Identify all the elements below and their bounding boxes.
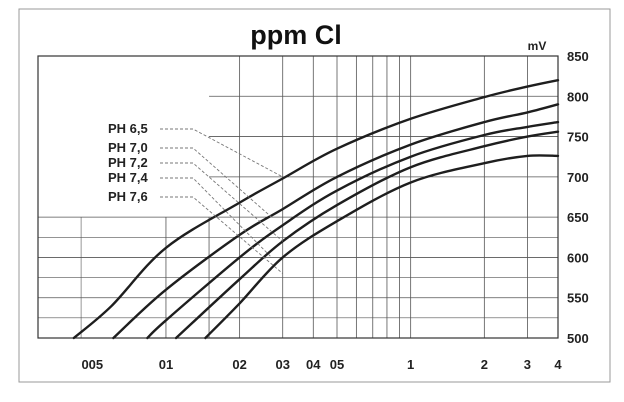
legend-leader-4	[160, 177, 272, 258]
y-tick-label: 600	[567, 250, 589, 265]
legend-leader-5	[160, 196, 283, 274]
grid	[38, 56, 558, 338]
x-tick-label: 05	[330, 357, 344, 372]
legend-leader-2	[160, 147, 272, 218]
y-tick-label: 500	[567, 331, 589, 346]
legend-label-1: PH 6,5	[108, 121, 148, 136]
legend-leaders	[160, 128, 283, 274]
series-line-4	[174, 130, 560, 340]
series-line-1	[72, 79, 560, 340]
y-tick-label: 800	[567, 89, 589, 104]
x-tick-label: 2	[481, 357, 488, 372]
legend-label-2: PH 7,0	[108, 140, 148, 155]
y-tick-label: 850	[567, 49, 589, 64]
y-tick-label: 700	[567, 170, 589, 185]
x-tick-label: 3	[524, 357, 531, 372]
x-tick-label: 1	[407, 357, 414, 372]
y-tick-label: 750	[567, 130, 589, 145]
series-line-5	[204, 154, 560, 340]
series-line-2	[112, 103, 560, 340]
outer-border	[18, 8, 611, 383]
series-line-3	[146, 120, 560, 340]
plot-area	[37, 55, 559, 339]
chart-title: ppm Cl	[250, 20, 342, 50]
y-axis-ticks: 500 550 600 650 700 750 800 850	[567, 49, 589, 346]
x-tick-label: 4	[554, 357, 562, 372]
y-axis-unit: mV	[528, 39, 547, 53]
x-tick-label: 03	[275, 357, 289, 372]
legend-label-4: PH 7,4	[108, 170, 149, 185]
x-tick-label: 01	[159, 357, 173, 372]
legend: PH 6,5 PH 7,0PH 7,2PH 7,4 PH 7,6	[108, 121, 149, 204]
x-axis-ticks: 005 01 02 03 04 05 1 2 3 4	[81, 357, 562, 372]
curves	[72, 79, 560, 340]
legend-label-3: PH 7,2	[108, 155, 148, 170]
y-tick-label: 650	[567, 210, 589, 225]
legend-leader-1	[160, 128, 283, 178]
y-tick-label: 550	[567, 291, 589, 306]
legend-label-5: PH 7,6	[108, 189, 148, 204]
x-tick-label: 005	[81, 357, 103, 372]
x-tick-label: 04	[306, 357, 321, 372]
x-tick-label: 02	[232, 357, 246, 372]
legend-leader-3	[160, 162, 283, 242]
